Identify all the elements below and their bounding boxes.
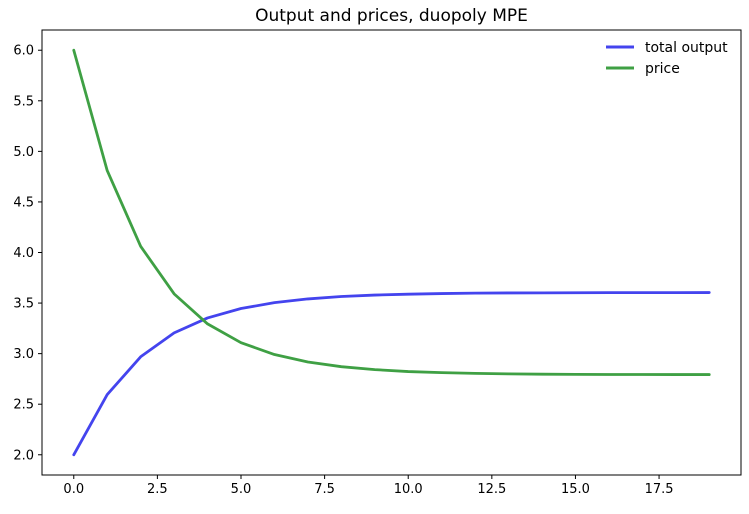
y-tick-label: 3.0 [13, 347, 34, 362]
x-tick-label: 5.0 [231, 482, 252, 497]
x-tick-label: 7.5 [314, 482, 335, 497]
x-tick-label: 0.0 [63, 482, 84, 497]
series-line-price [72, 48, 711, 376]
y-tick-label: 5.0 [13, 145, 34, 160]
y-tick-label: 3.5 [13, 297, 34, 312]
y-tick-label: 4.0 [13, 246, 34, 261]
y-tick-label: 4.5 [13, 195, 34, 210]
x-tick-label: 10.0 [394, 482, 423, 497]
series-line-total-output [72, 291, 711, 457]
chart-title: Output and prices, duopoly MPE [255, 6, 528, 26]
legend-label-total-output: total output [645, 40, 728, 56]
legend: total output price [606, 40, 728, 77]
x-tick-label: 17.5 [645, 482, 674, 497]
axes-frame [41, 29, 742, 476]
x-tick-label: 12.5 [477, 482, 506, 497]
series-layer [72, 48, 711, 457]
x-tick-label: 2.5 [147, 482, 168, 497]
y-tick-label: 5.5 [13, 94, 34, 109]
y-tick-label: 6.0 [13, 44, 34, 59]
axes-layer: 0.0 2.5 5.0 7.5 10.0 12.5 15.0 17.5 2.0 2.5 3.0 3.5… [13, 29, 742, 497]
x-tick-label: 15.0 [561, 482, 590, 497]
legend-label-price: price [645, 61, 680, 77]
y-tick-label: 2.5 [13, 398, 34, 413]
y-tick-label: 2.0 [13, 448, 34, 463]
